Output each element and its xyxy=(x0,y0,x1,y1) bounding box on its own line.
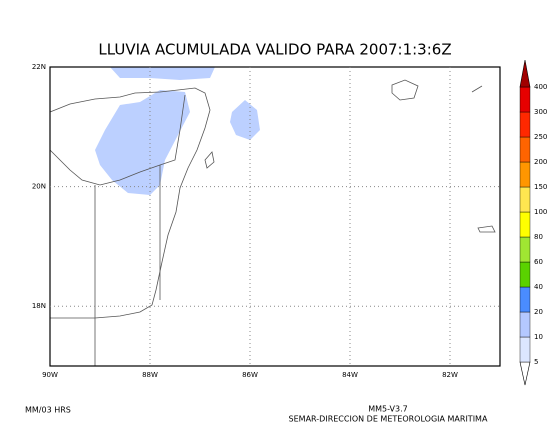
colorbar-label: 150 xyxy=(534,183,547,191)
colorbar-segment xyxy=(519,111,531,138)
colorbar-segment xyxy=(519,286,531,313)
colorbar-segment xyxy=(519,86,531,113)
island xyxy=(477,225,496,233)
colorbar-segment xyxy=(519,236,531,263)
lon-label: 90W xyxy=(42,371,58,379)
lat-label: 20N xyxy=(32,183,46,191)
colorbar-low xyxy=(519,361,531,386)
lon-label: 88W xyxy=(142,371,158,379)
lon-label: 82W xyxy=(442,371,458,379)
colorbar-label: 40 xyxy=(534,283,543,291)
border xyxy=(49,149,161,186)
footer-model: MM5-V3.7 xyxy=(368,405,408,414)
colorbar-label: 60 xyxy=(534,258,543,266)
colorbar-label: 300 xyxy=(534,108,547,116)
coastlines xyxy=(49,79,496,366)
lon-label: 86W xyxy=(242,371,258,379)
colorbar-label: 400 xyxy=(534,83,547,91)
colorbar-segment xyxy=(519,261,531,288)
island xyxy=(471,85,483,93)
colorbar-label: 250 xyxy=(534,133,547,141)
border xyxy=(159,94,186,166)
colorbar-high xyxy=(519,59,531,88)
lon-label: 84W xyxy=(342,371,358,379)
colorbar-segment xyxy=(519,336,531,363)
footer-org: SEMAR-DIRECCION DE METEOROLOGIA MARITIMA xyxy=(289,415,488,424)
colorbar-segment xyxy=(519,161,531,188)
island xyxy=(204,151,215,169)
rain-area xyxy=(110,67,215,80)
colorbar-segment xyxy=(519,211,531,238)
coastline xyxy=(49,87,211,319)
footer-left: MM/03 HRS xyxy=(25,406,71,415)
colorbar-label: 80 xyxy=(534,233,543,241)
rain-area xyxy=(95,90,190,195)
colorbar-segment xyxy=(519,311,531,338)
colorbar-label: 100 xyxy=(534,208,547,216)
lat-label: 18N xyxy=(32,302,46,310)
island xyxy=(391,79,419,101)
map-frame xyxy=(49,66,501,367)
colorbar-label: 200 xyxy=(534,158,547,166)
map-title: LLUVIA ACUMULADA VALIDO PARA 2007:1:3:6Z xyxy=(98,41,451,59)
lat-label: 22N xyxy=(32,63,46,71)
colorbar-label: 10 xyxy=(534,333,543,341)
colorbar-label: 20 xyxy=(534,308,543,316)
colorbar-segment xyxy=(519,186,531,213)
rain-areas xyxy=(95,67,260,195)
colorbar-segment xyxy=(519,136,531,163)
colorbar-label: 5 xyxy=(534,358,538,366)
rain-area xyxy=(230,100,260,140)
